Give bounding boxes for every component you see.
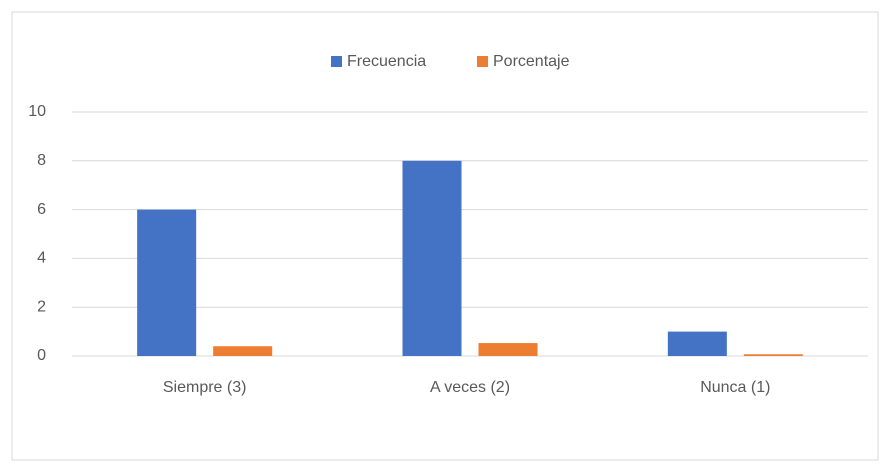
bar	[667, 331, 727, 356]
y-tick-label: 2	[37, 298, 46, 315]
bar	[478, 343, 538, 356]
y-tick-label: 10	[28, 103, 46, 120]
bar	[743, 354, 803, 356]
bar	[137, 209, 197, 356]
x-tick-label: A veces (2)	[430, 379, 510, 396]
x-tick-label: Siempre (3)	[163, 379, 247, 396]
bar	[213, 346, 273, 356]
legend-label: Porcentaje	[493, 53, 570, 70]
legend-swatch	[477, 56, 488, 67]
y-tick-label: 0	[37, 347, 46, 364]
legend-label: Frecuencia	[347, 53, 426, 70]
bar	[402, 160, 462, 356]
y-tick-label: 4	[37, 250, 46, 267]
y-tick-label: 8	[37, 152, 46, 169]
x-tick-label: Nunca (1)	[700, 379, 770, 396]
y-tick-label: 6	[37, 201, 46, 218]
legend-swatch	[331, 56, 342, 67]
